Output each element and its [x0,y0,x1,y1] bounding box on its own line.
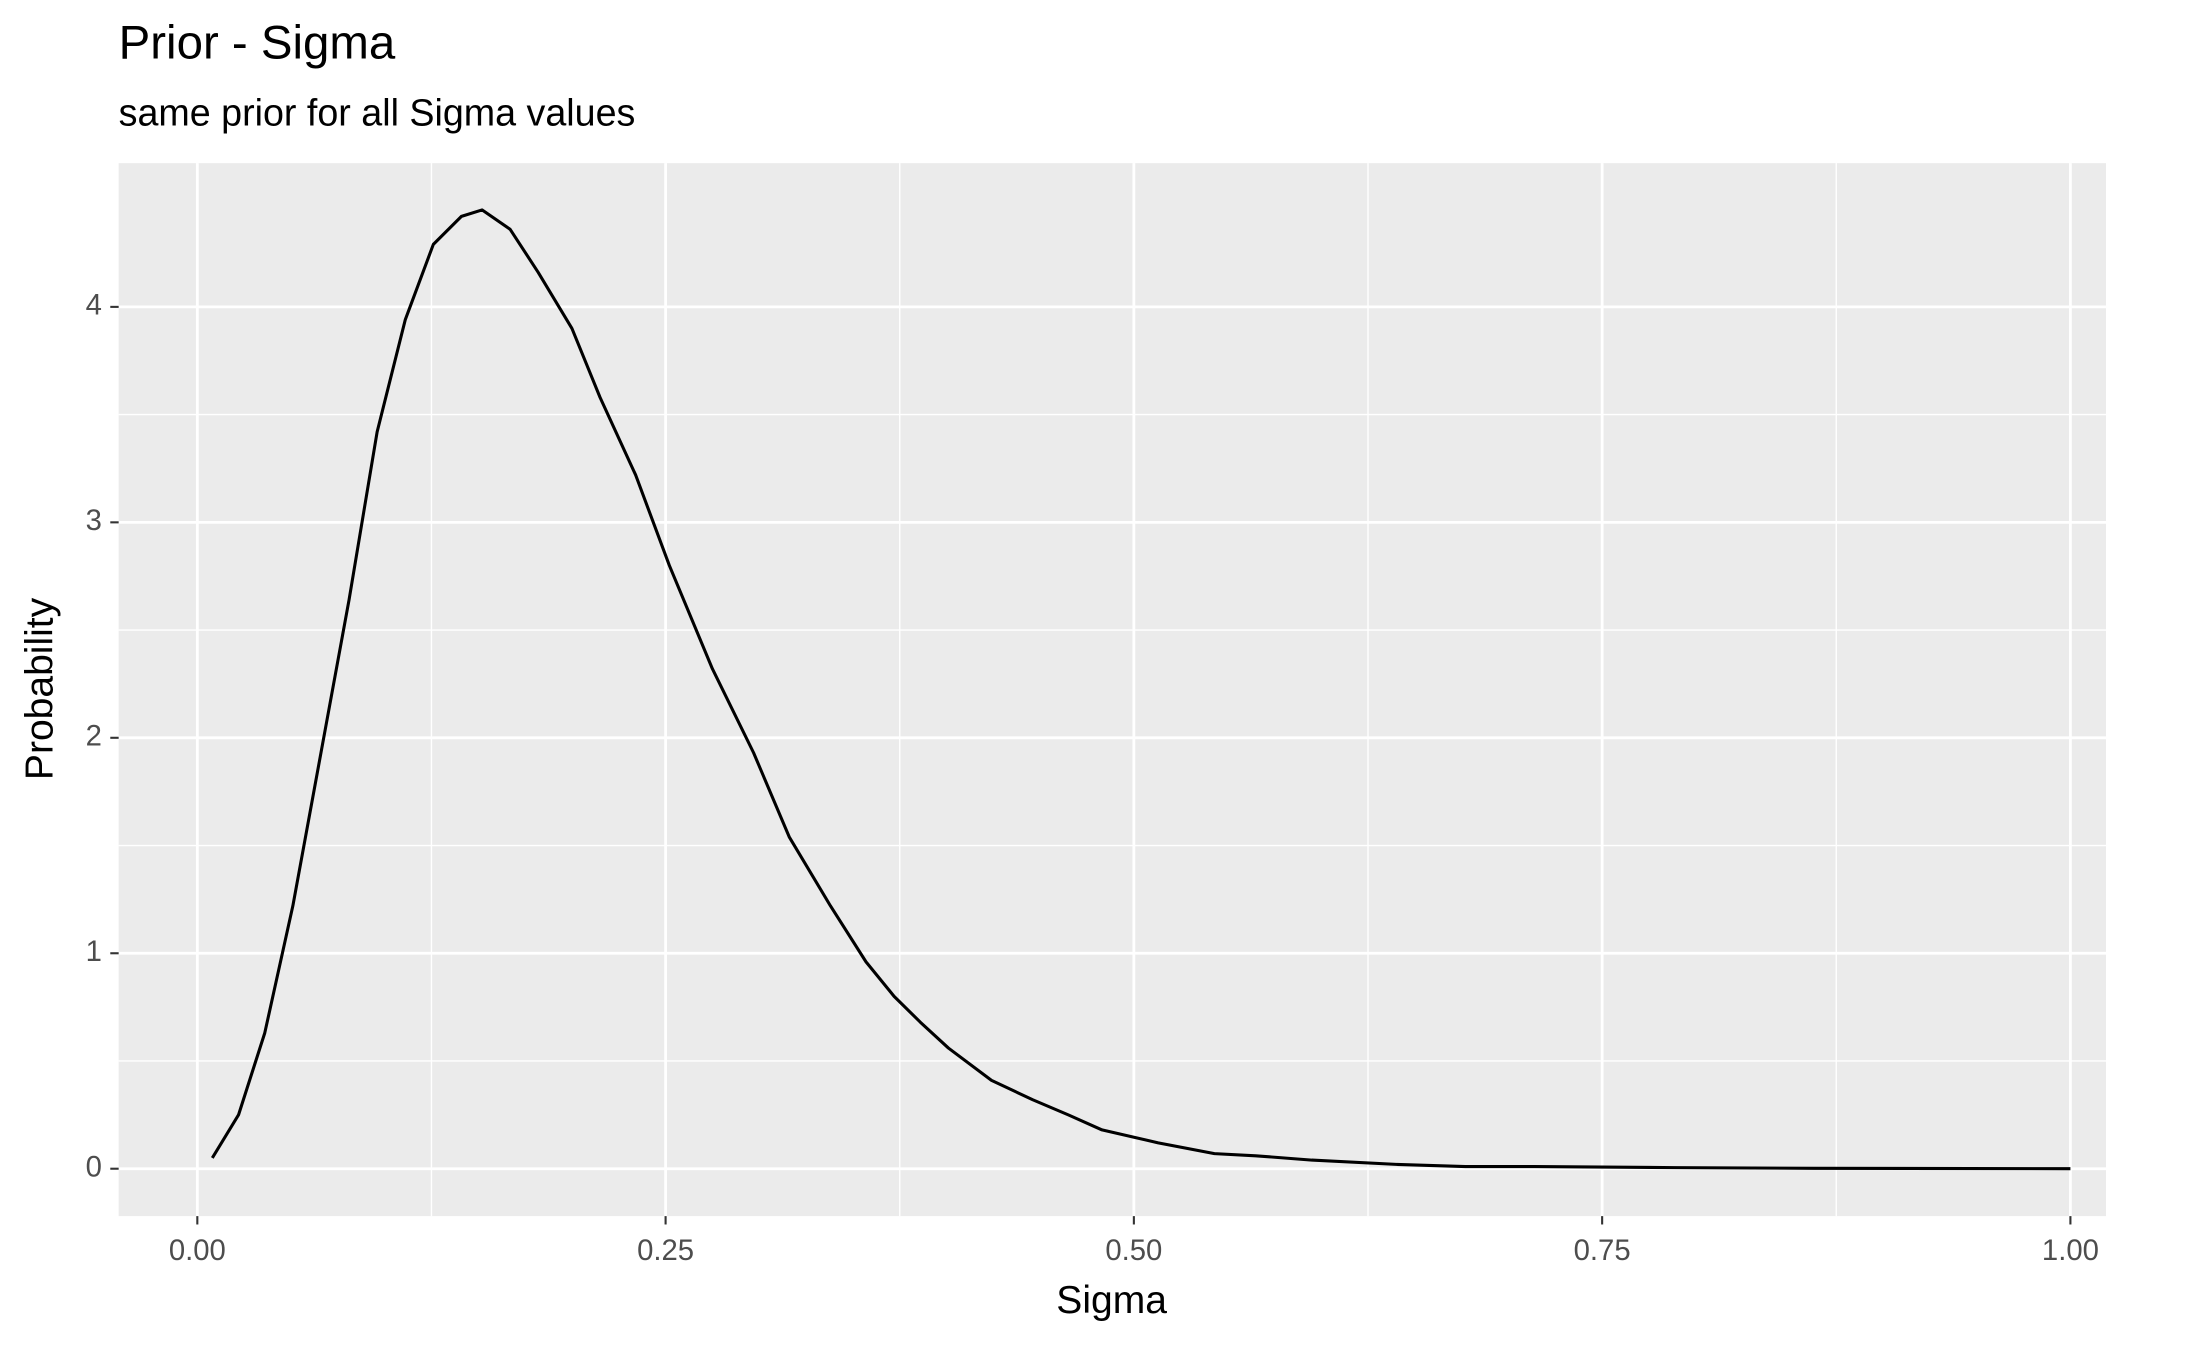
x-tick-label: 1.00 [2042,1234,2099,1267]
x-tick-label: 0.75 [1574,1234,1631,1267]
x-axis-title: Sigma [1056,1279,1167,1322]
x-tick-label: 0.50 [1105,1234,1162,1267]
chart-subtitle: same prior for all Sigma values [119,92,636,134]
y-tick-label: 4 [86,289,102,322]
y-tick-label: 2 [86,720,102,753]
x-tick-label: 0.00 [169,1234,226,1267]
y-tick-label: 3 [86,504,102,537]
x-tick-label: 0.25 [637,1234,694,1267]
line [210,208,2071,1171]
y-axis-title: Probability [18,597,61,780]
y-tick-label: 0 [86,1150,102,1183]
y-tick-label: 1 [86,935,102,968]
panel [118,163,2107,1217]
chart-title: Prior - Sigma [119,17,396,70]
